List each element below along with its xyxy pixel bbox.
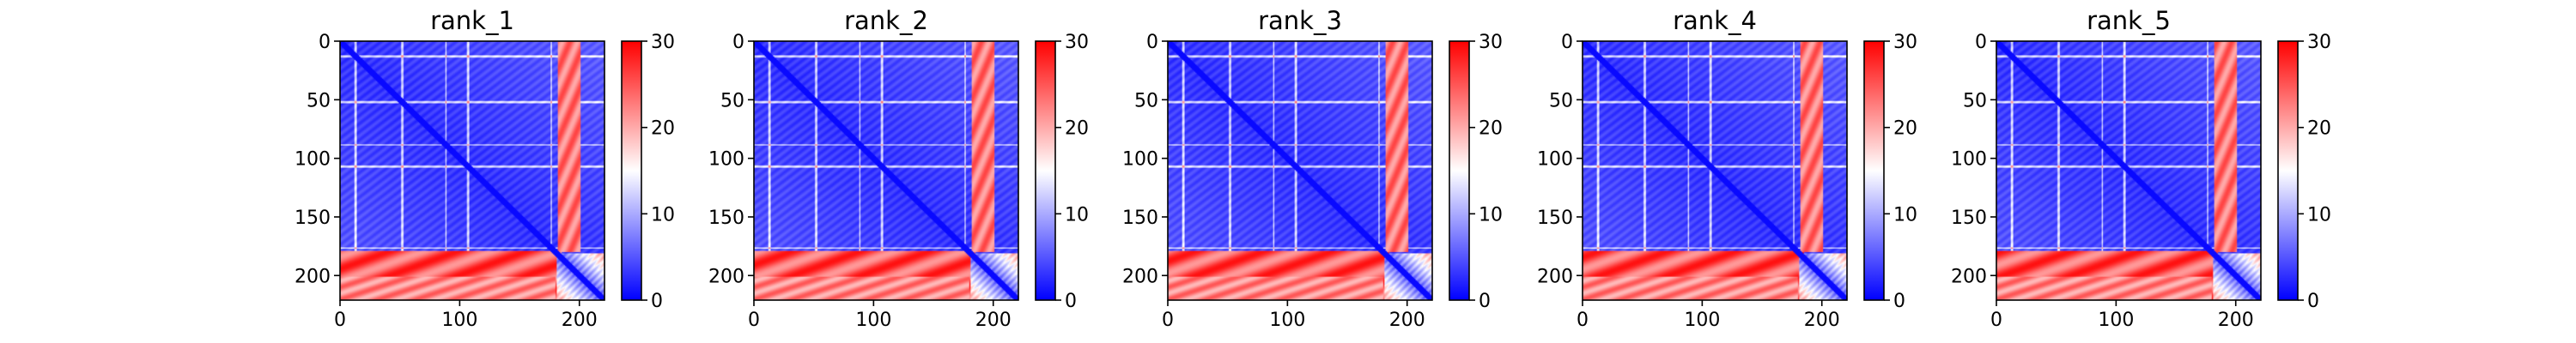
x-tick-label: 0 [1162,310,1174,331]
colorbar-frame [1863,40,1885,301]
heatmap-panel-2: rank_2 0 100 200 0 50 100 150 200 0 10 20 30 [708,6,1089,331]
y-tick-label: 100 [295,149,331,171]
panel-title: rank_4 [1673,6,1757,35]
x-tick-label: 100 [1269,310,1305,331]
axes-frame [753,40,1019,301]
colorbar-tick-label: 0 [651,291,663,312]
colorbar-tick-label: 10 [1065,204,1089,226]
colorbar-tick-label: 20 [1065,118,1089,140]
colorbar-tick-label: 0 [1893,291,1905,312]
panel-title: rank_1 [430,6,514,35]
x-tick-label: 200 [562,310,598,331]
x-tick-label: 100 [855,310,891,331]
heatmap-image [1583,41,1847,300]
x-tick-label: 200 [1804,310,1840,331]
colorbar: 0 10 20 30 [1035,32,1089,312]
y-tick-label: 50 [720,90,744,111]
heatmap-image [340,41,605,300]
colorbar-tick-label: 0 [1065,291,1077,312]
axes-frame [339,40,605,301]
y-tick-label: 200 [295,266,331,287]
heatmap-panel-1: rank_1 0 100 200 0 50 100 150 200 0 10 20 30 [295,6,675,331]
heatmap-image [754,41,1018,300]
colorbar-tick-label: 20 [651,118,675,140]
colorbar-tick-label: 30 [1065,32,1089,53]
y-tick-label: 0 [319,32,331,53]
colorbar-tick-label: 10 [1479,204,1503,226]
colorbar: 0 10 20 30 [2277,32,2331,312]
x-tick-label: 0 [1990,310,2002,331]
colorbar: 0 10 20 30 [1863,32,1917,312]
x-tick-label: 200 [2218,310,2254,331]
x-tick-label: 100 [1684,310,1720,331]
heatmap-image [1168,41,1432,300]
colorbar-tick-label: 20 [1479,118,1503,140]
colorbar-gradient [622,41,641,300]
colorbar-tick-label: 30 [1893,32,1917,53]
x-tick-label: 0 [748,310,760,331]
y-tick-label: 200 [1537,266,1573,287]
x-tick-label: 0 [1577,310,1589,331]
y-tick-label: 150 [708,208,744,229]
y-tick-label: 150 [1951,208,1987,229]
y-tick-label: 100 [1122,149,1158,171]
panel-title: rank_5 [2087,6,2171,35]
y-tick-label: 0 [1561,32,1573,53]
y-tick-label: 200 [708,266,744,287]
y-tick-label: 100 [1951,149,1987,171]
y-tick-label: 200 [1951,266,1987,287]
colorbar-gradient [2278,41,2298,300]
y-tick-label: 150 [295,208,331,229]
axes-frame [1996,40,2262,301]
colorbar-frame [621,40,642,301]
colorbar-frame [2277,40,2299,301]
colorbar-gradient [1036,41,1055,300]
y-tick-label: 150 [1122,208,1158,229]
y-tick-label: 50 [307,90,331,111]
heatmap-image [1996,41,2261,300]
y-tick-label: 100 [1537,149,1573,171]
x-tick-label: 100 [2098,310,2134,331]
x-tick-label: 200 [1389,310,1425,331]
y-tick-label: 50 [1134,90,1158,111]
panel-title: rank_3 [1258,6,1342,35]
axes-frame [1167,40,1433,301]
colorbar: 0 10 20 30 [1449,32,1503,312]
y-tick-label: 50 [1963,90,1987,111]
y-tick-label: 150 [1537,208,1573,229]
colorbar-tick-label: 0 [2307,291,2319,312]
colorbar-tick-label: 10 [1893,204,1917,226]
axes-frame [1582,40,1848,301]
colorbar-tick-label: 30 [651,32,675,53]
heatmap-panel-3: rank_3 0 100 200 0 50 100 150 200 0 10 20 30 [1122,6,1503,331]
colorbar-tick-label: 30 [1479,32,1503,53]
colorbar-frame [1035,40,1056,301]
y-tick-label: 200 [1122,266,1158,287]
colorbar-tick-label: 10 [651,204,675,226]
x-tick-label: 200 [975,310,1012,331]
colorbar-tick-label: 20 [2307,118,2331,140]
colorbar-gradient [1449,41,1469,300]
heatmap-panel-4: rank_4 0 100 200 0 50 100 150 200 0 10 20 30 [1537,6,1917,331]
heatmap-panel-5: rank_5 0 100 200 0 50 100 150 200 0 10 20 30 [1951,6,2331,331]
x-tick-label: 0 [334,310,346,331]
colorbar: 0 10 20 30 [621,32,675,312]
colorbar-tick-label: 30 [2307,32,2331,53]
colorbar-tick-label: 0 [1479,291,1491,312]
y-tick-label: 100 [708,149,744,171]
colorbar-tick-label: 10 [2307,204,2331,226]
y-tick-label: 0 [732,32,744,53]
y-tick-label: 0 [1975,32,1987,53]
y-tick-label: 50 [1549,90,1573,111]
x-tick-label: 100 [441,310,477,331]
y-tick-label: 0 [1146,32,1158,53]
colorbar-tick-label: 20 [1893,118,1917,140]
colorbar-gradient [1864,41,1884,300]
panel-title: rank_2 [844,6,928,35]
colorbar-frame [1449,40,1470,301]
